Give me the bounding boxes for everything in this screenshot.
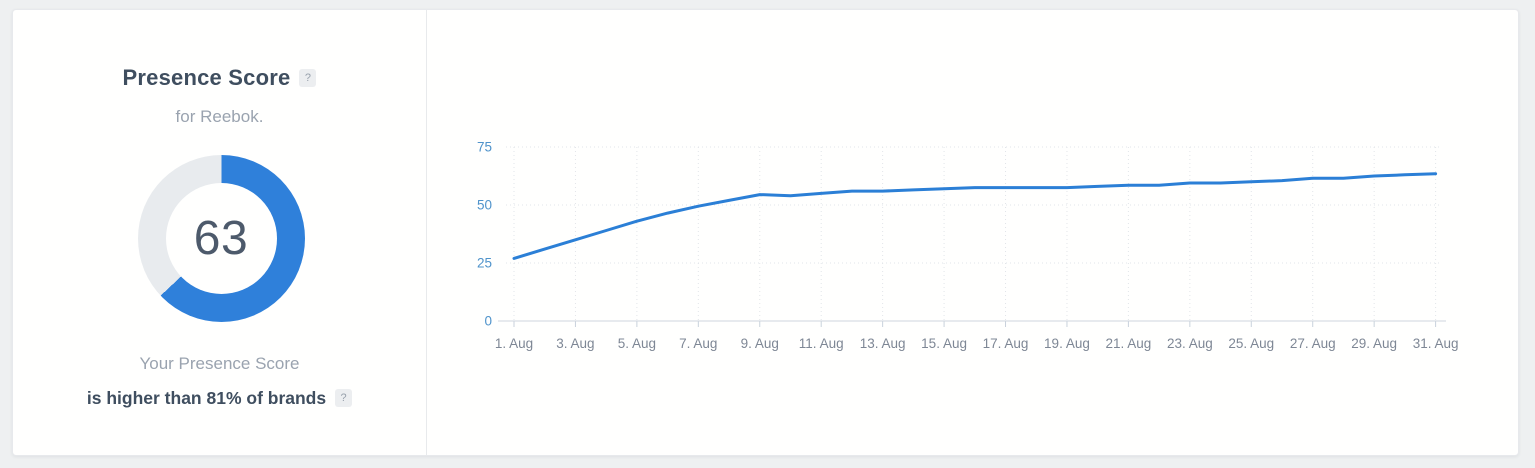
help-icon[interactable]: ? bbox=[335, 389, 353, 407]
presence-gauge: 63 bbox=[137, 155, 305, 322]
x-tick-label: 21. Aug bbox=[1106, 336, 1152, 351]
footer-caption: Your Presence Score bbox=[139, 354, 300, 373]
y-tick-label: 50 bbox=[477, 198, 492, 213]
x-tick-label: 3. Aug bbox=[556, 336, 594, 351]
x-tick-label: 29. Aug bbox=[1351, 336, 1397, 351]
x-tick-label: 17. Aug bbox=[983, 336, 1029, 351]
presence-trend-line[interactable] bbox=[512, 172, 1438, 260]
x-tick-label: 19. Aug bbox=[1044, 336, 1090, 351]
presence-score-value: 63 bbox=[193, 211, 249, 265]
x-tick-label: 27. Aug bbox=[1290, 336, 1336, 351]
presence-gauge-hole: 63 bbox=[165, 183, 277, 294]
x-tick-label: 15. Aug bbox=[921, 336, 967, 351]
help-icon[interactable]: ? bbox=[299, 69, 317, 87]
x-tick-label: 9. Aug bbox=[741, 336, 779, 351]
presence-line-chart[interactable]: 1. Aug 3. Aug 5. Aug 7. Aug 9. Aug 11. Aug 13.… bbox=[426, 10, 1520, 457]
presence-score-summary-panel: Presence Score ? for Reebok. 63 Your Pre… bbox=[13, 10, 427, 455]
panel-subtitle: for Reebok. bbox=[175, 107, 264, 126]
y-tick-label: 75 bbox=[477, 140, 492, 155]
x-tick-label: 5. Aug bbox=[618, 336, 656, 351]
x-tick-label: 25. Aug bbox=[1228, 336, 1274, 351]
x-tick-label: 1. Aug bbox=[495, 336, 533, 351]
x-tick-label: 23. Aug bbox=[1167, 336, 1213, 351]
y-tick-label: 0 bbox=[484, 314, 492, 329]
footer-comparison-text: is higher than 81% of brands bbox=[86, 388, 327, 408]
page-title: Presence Score bbox=[122, 65, 291, 90]
panel-title-row: Presence Score ? bbox=[13, 64, 426, 92]
x-tick-label: 11. Aug bbox=[799, 336, 844, 351]
x-tick-label: 13. Aug bbox=[860, 336, 906, 351]
x-tick-label: 7. Aug bbox=[679, 336, 717, 351]
presence-score-card: Presence Score ? for Reebok. 63 Your Pre… bbox=[12, 9, 1519, 456]
presence-chart-panel: 1. Aug 3. Aug 5. Aug 7. Aug 9. Aug 11. Aug 13.… bbox=[426, 10, 1518, 455]
footer-comparison-row: is higher than 81% of brands ? bbox=[13, 386, 426, 410]
y-tick-label: 25 bbox=[477, 256, 492, 271]
x-tick-label: 31. Aug bbox=[1413, 336, 1459, 351]
